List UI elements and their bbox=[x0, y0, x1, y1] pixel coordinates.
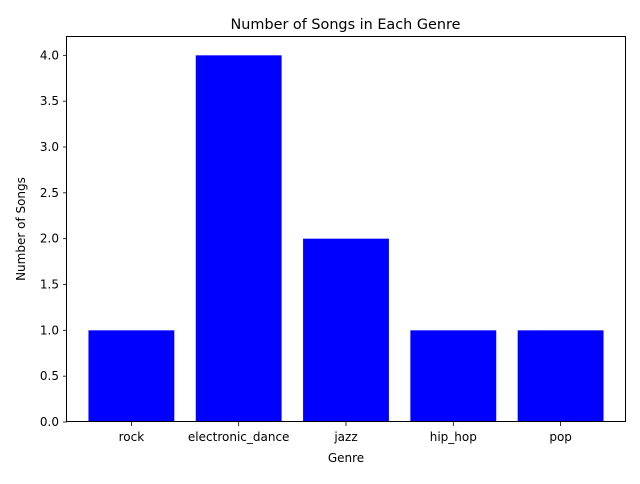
y-tick-label: 3.0 bbox=[40, 140, 59, 154]
x-tick-label: hip_hop bbox=[430, 430, 477, 444]
bar-jazz bbox=[303, 238, 389, 422]
plot-area-frame bbox=[66, 36, 626, 422]
x-tick-label: rock bbox=[119, 430, 145, 444]
bar-hip_hop bbox=[410, 330, 497, 422]
y-tick-label: 2.5 bbox=[40, 186, 59, 200]
y-tick-label: 4.0 bbox=[40, 48, 59, 62]
x-axis-ticks: rock electronic_dance jazz hip_hop pop bbox=[119, 422, 572, 444]
bar-rock bbox=[88, 330, 175, 422]
x-axis-label: Genre bbox=[328, 451, 364, 465]
x-tick-label: electronic_dance bbox=[188, 430, 290, 444]
y-axis-label: Number of Songs bbox=[14, 177, 28, 281]
bars-layer bbox=[88, 55, 604, 422]
y-tick-label: 3.5 bbox=[40, 94, 59, 108]
y-tick-label: 0.5 bbox=[40, 369, 59, 383]
y-tick-label: 1.5 bbox=[40, 278, 59, 292]
x-tick-label: pop bbox=[549, 430, 572, 444]
y-axis-ticks: 0.0 0.5 1.0 1.5 2.0 2.5 3.0 3.5 4.0 bbox=[40, 48, 67, 429]
bar-electronic_dance bbox=[195, 55, 282, 422]
y-tick-label: 0.0 bbox=[40, 415, 59, 429]
y-tick-label: 2.0 bbox=[40, 232, 59, 246]
bar-pop bbox=[517, 330, 604, 422]
y-tick-label: 1.0 bbox=[40, 323, 59, 337]
x-tick-label: jazz bbox=[333, 430, 357, 444]
chart-title: Number of Songs in Each Genre bbox=[231, 17, 461, 33]
